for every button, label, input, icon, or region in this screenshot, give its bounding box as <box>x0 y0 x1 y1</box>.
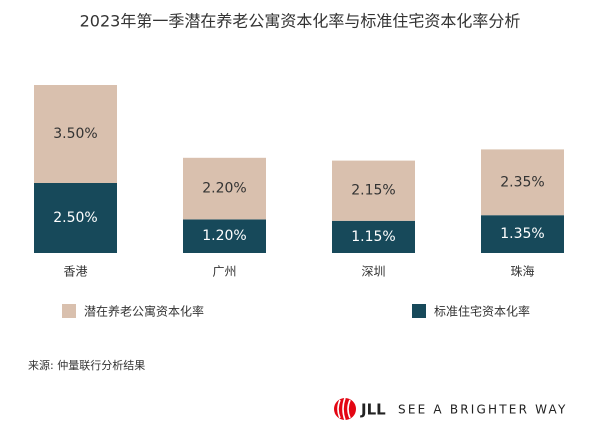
x-tick-label: 广州 <box>212 265 236 279</box>
bar-segment <box>183 157 266 220</box>
legend-label: 潜在养老公寓资本化率 <box>84 304 204 319</box>
chart-title: 2023年第一季潜在养老公寓资本化率与标准住宅资本化率分析 <box>80 12 521 31</box>
brand-logo-icon <box>334 397 356 421</box>
value-label: 1.35% <box>500 226 544 242</box>
legend-label: 标准住宅资本化率 <box>434 304 530 319</box>
bar-segment <box>34 85 117 183</box>
brand-logo: JLL <box>360 401 386 419</box>
x-tick-label: 香港 <box>63 265 87 279</box>
value-label: 1.15% <box>351 229 395 245</box>
x-tick-label: 深圳 <box>361 265 385 279</box>
legend-swatch <box>412 304 426 318</box>
value-label: 2.15% <box>351 183 395 199</box>
bar-segment <box>332 160 415 221</box>
bar-segment <box>481 149 564 216</box>
legend-swatch <box>62 304 76 318</box>
value-label: 2.35% <box>500 174 544 190</box>
value-label: 2.50% <box>53 210 97 226</box>
bar-segment <box>481 215 564 253</box>
source-note: 来源: 仲量联行分析结果 <box>28 358 145 372</box>
bar-segment <box>183 219 266 253</box>
bar-segment <box>34 183 117 253</box>
bar-segment <box>332 220 415 253</box>
x-tick-label: 珠海 <box>510 264 534 279</box>
value-label: 1.20% <box>202 228 246 244</box>
value-label: 2.20% <box>202 181 246 197</box>
brand-tagline: SEE A BRIGHTER WAY <box>398 403 568 417</box>
value-label: 3.50% <box>53 126 97 142</box>
